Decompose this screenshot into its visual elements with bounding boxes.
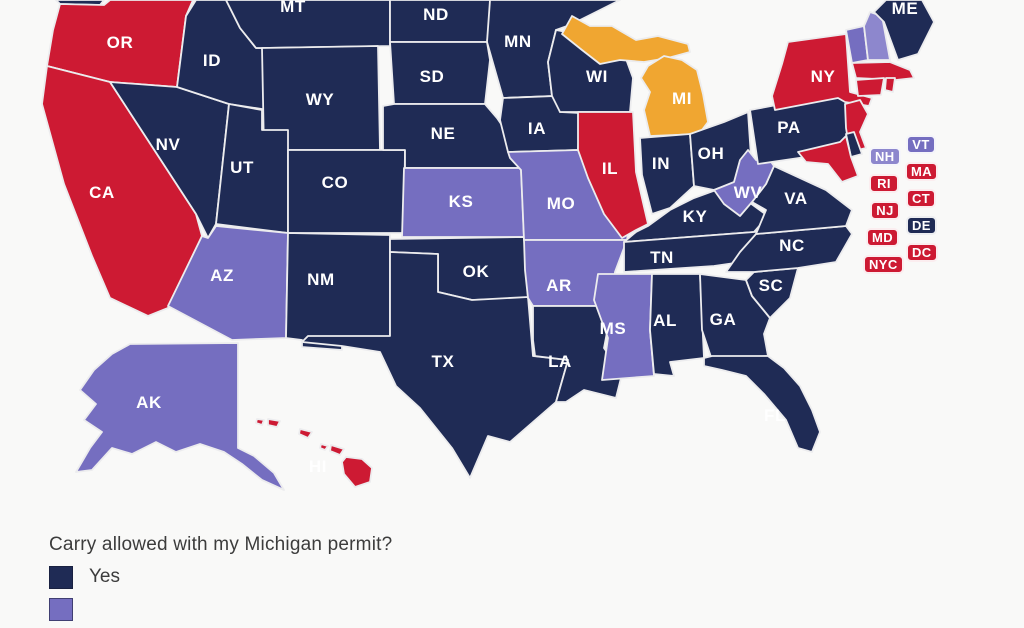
state-nc-shape	[725, 225, 853, 273]
state-nm-shape	[285, 232, 391, 351]
state-tx-label: TX	[432, 352, 455, 371]
state-sd-shape	[389, 41, 491, 105]
state-hi-shape	[329, 444, 345, 456]
state-nh-shape	[863, 11, 891, 61]
state-mt-label: MT	[280, 0, 306, 16]
state-ar-label: AR	[546, 276, 572, 295]
state-me-shape	[873, 0, 935, 61]
state-ma-shape	[851, 61, 915, 81]
state-hi-shape	[267, 418, 281, 428]
state-ca-label: CA	[89, 183, 115, 202]
state-la-label: LA	[548, 352, 572, 371]
states-layer: OR CA NV ID MT WY UT CO AZ NM ND SD NE KS OK TX MN IA MO AR…	[41, 0, 935, 491]
state-sd-label: SD	[420, 67, 445, 86]
state-wi-label: WI	[586, 67, 608, 86]
legend-label-yes: Yes	[89, 566, 120, 587]
state-mt-shape	[225, 0, 391, 49]
state-hi-label: HI	[309, 457, 327, 476]
legend-title: Carry allowed with my Michigan permit?	[49, 534, 393, 555]
legend: Carry allowed with my Michigan permit? Y…	[49, 534, 392, 628]
state-ok-label: OK	[463, 262, 490, 281]
state-hi-shape	[298, 428, 313, 439]
legend-swatch-yes	[49, 565, 73, 589]
state-az-label: AZ	[210, 266, 234, 285]
state-ut-shape	[215, 103, 289, 234]
state-ak-shape	[75, 342, 285, 491]
state-mn-label: MN	[504, 32, 532, 51]
state-wy-label: WY	[306, 90, 335, 109]
state-pa-label: PA	[777, 118, 801, 137]
state-fl-label: FL	[764, 406, 786, 425]
state-ia-label: IA	[528, 119, 546, 138]
state-va-label: VA	[784, 189, 808, 208]
michigan-permit-carry-map: OR CA NV ID MT WY UT CO AZ NM ND SD NE KS OK TX MN IA MO AR…	[41, 0, 939, 621]
state-hi-shape	[255, 418, 265, 426]
state-nc-label: NC	[779, 236, 805, 255]
state-id-label: ID	[203, 51, 221, 70]
state-md-shape	[797, 135, 859, 183]
state-ky-label: KY	[683, 207, 708, 226]
state-fl-shape	[703, 355, 821, 453]
state-ut-label: UT	[230, 158, 254, 177]
state-ny-shape	[771, 33, 873, 111]
us-map-canvas: OR CA NV ID MT WY UT CO AZ NM ND SD NE KS OK TX MN IA MO AR…	[41, 0, 935, 491]
state-hi-shape	[319, 443, 329, 451]
state-mo-label: MO	[547, 194, 576, 213]
state-ne-label: NE	[431, 124, 456, 143]
state-wv-label: WV	[734, 183, 763, 202]
legend-item-yes: Yes	[49, 564, 392, 590]
state-il-label: IL	[602, 159, 618, 178]
state-in-label: IN	[652, 154, 670, 173]
state-la-shape	[532, 305, 623, 403]
state-sc-label: SC	[759, 276, 784, 295]
state-ga-label: GA	[710, 310, 737, 329]
state-ak-label: AK	[136, 393, 162, 412]
state-hi-shape	[341, 456, 373, 488]
state-mi-shape	[561, 15, 691, 65]
state-ny-label: NY	[811, 67, 836, 86]
state-mi-label: MI	[672, 89, 692, 108]
state-ms-label: MS	[600, 319, 627, 338]
state-al-label: AL	[653, 311, 677, 330]
state-or-label: OR	[107, 33, 134, 52]
state-nv-label: NV	[156, 135, 181, 154]
state-nm-label: NM	[307, 270, 335, 289]
legend-swatch-2	[49, 597, 73, 621]
state-co-label: CO	[322, 173, 349, 192]
state-ks-label: KS	[449, 192, 474, 211]
state-ct-shape	[855, 77, 885, 97]
state-il-shape	[577, 111, 649, 239]
state-ri-shape	[884, 77, 896, 93]
state-tx-shape	[301, 251, 569, 479]
state-tn-label: TN	[650, 248, 674, 267]
state-oh-label: OH	[698, 144, 725, 163]
state-me-label: ME	[892, 0, 919, 18]
state-nd-label: ND	[423, 5, 449, 24]
state-mi-shape	[640, 55, 709, 137]
